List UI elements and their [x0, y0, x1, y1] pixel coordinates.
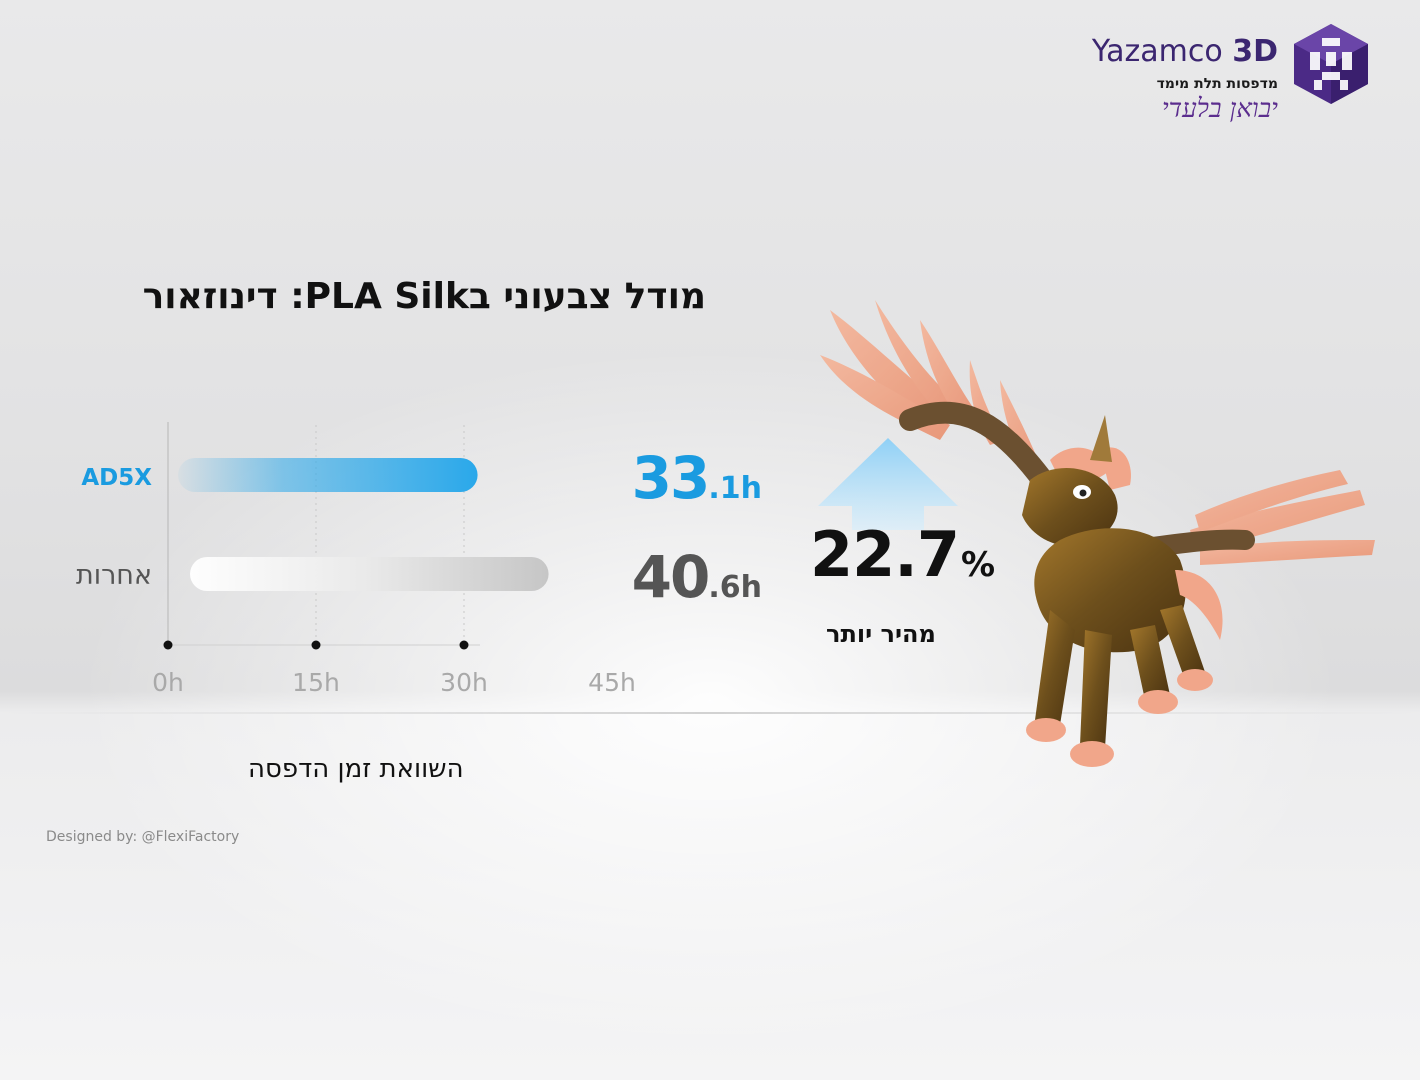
bar-1	[190, 557, 549, 591]
value-label-decimal-1: .6h	[708, 570, 762, 605]
bar-0	[178, 458, 478, 492]
speedup-percent-value: 22.7	[810, 518, 960, 591]
category-label-1: אחרות	[76, 560, 152, 591]
logo-cube-icon	[1294, 24, 1368, 104]
logo-brand: Yazamco 3D	[1092, 34, 1278, 69]
logo-brand-bold: 3D	[1232, 34, 1278, 69]
floor-horizon	[0, 712, 1420, 714]
winged-unicorn-figure-icon	[820, 300, 1375, 767]
logo: Yazamco 3D מדפסות תלת מימד יבואן בלעדי	[1050, 22, 1370, 140]
speedup-label: מהיר יותר	[826, 620, 936, 648]
category-label-0: AD5X	[81, 465, 152, 491]
logo-script: יבואן בלעדי	[1161, 94, 1278, 124]
page-title: מודל צבעוני בPLA Silk: דינוזאור	[142, 276, 706, 317]
value-label-1: 40.6h	[632, 543, 762, 611]
x-tick-label: 0h	[152, 668, 184, 697]
value-label-decimal-0: .1h	[708, 471, 762, 506]
x-tick-label: 15h	[292, 668, 340, 697]
chart-subtitle: השוואת זמן הדפסה	[248, 754, 464, 784]
logo-brand-light: Yazamco	[1091, 34, 1223, 69]
x-tick-label: 30h	[440, 668, 488, 697]
speedup-percent: 22.7%	[810, 518, 995, 591]
x-tick-dot	[311, 640, 321, 650]
value-label-main-1: 40	[632, 543, 709, 611]
x-tick-dot	[163, 640, 173, 650]
value-label-0: 33.1h	[632, 444, 762, 512]
design-credit: Designed by: @FlexiFactory	[46, 829, 240, 845]
value-label-main-0: 33	[632, 444, 709, 512]
speedup-percent-sign: %	[960, 545, 995, 585]
bar-chart: 0h 15h 30h 45h AD5X אחרות 33.1h 40.6h	[76, 422, 762, 697]
x-tick-label: 45h	[588, 668, 636, 697]
x-tick-dot	[459, 640, 469, 650]
up-arrow-icon	[818, 438, 958, 530]
logo-tagline: מדפסות תלת מימד	[1156, 76, 1278, 92]
chart-grid	[315, 425, 465, 640]
